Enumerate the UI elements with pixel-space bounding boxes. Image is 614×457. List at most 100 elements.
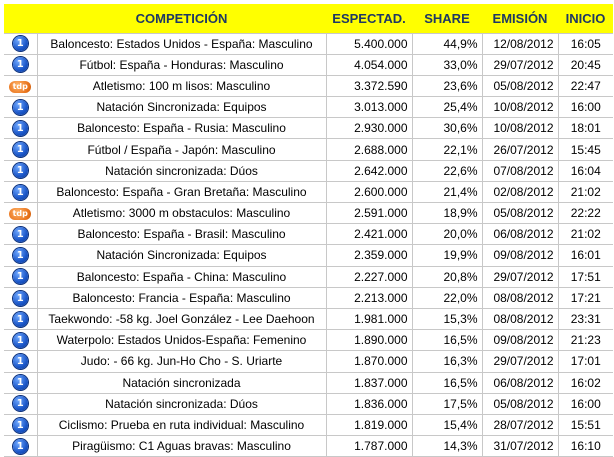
- competicion-cell: Fútbol / España - Japón: Masculino: [36, 138, 327, 161]
- table-row: 1 Waterpolo: Estados Unidos-España: Femen…: [4, 329, 613, 352]
- inicio-cell: 17:51: [557, 265, 613, 288]
- table-row: 1 Piragüismo: C1 Aguas bravas: Masculino 1…: [4, 435, 613, 457]
- inicio-cell: 16:00: [557, 96, 613, 119]
- espectadores-cell: 1.981.000: [325, 307, 413, 331]
- header-espectadores: ESPECTAD.: [326, 4, 412, 34]
- la1-channel-logo-icon: 1: [12, 290, 28, 306]
- share-cell: 22,0%: [411, 286, 483, 309]
- inicio-cell: 20:45: [557, 53, 613, 76]
- channel-cell: 1: [4, 159, 38, 182]
- la1-channel-logo-icon: 1: [12, 438, 28, 454]
- espectadores-cell: 2.642.000: [325, 159, 413, 182]
- inicio-cell: 17:01: [557, 350, 613, 373]
- la1-channel-logo-icon: 1: [12, 142, 28, 158]
- inicio-cell: 22:22: [557, 201, 613, 225]
- competicion-cell: Natación Sincronizada: Equipos: [36, 96, 327, 119]
- header-channel: [4, 4, 37, 34]
- emision-cell: 05/08/2012: [481, 74, 559, 98]
- competicion-cell: Atletismo: 100 m lisos: Masculino: [36, 74, 327, 98]
- competicion-cell: Piragüismo: C1 Aguas bravas: Masculino: [36, 435, 327, 457]
- channel-cell: 1: [4, 244, 38, 267]
- inicio-cell: 16:00: [557, 392, 613, 415]
- table-row: 1 Baloncesto: Francia - España: Masculino…: [4, 286, 613, 309]
- inicio-cell: 21:02: [557, 223, 613, 246]
- la1-channel-logo-icon: 1: [12, 226, 28, 242]
- share-cell: 15,4%: [411, 413, 483, 437]
- espectadores-cell: 1.870.000: [325, 350, 413, 373]
- share-cell: 20,0%: [411, 223, 483, 246]
- competicion-cell: Baloncesto: España - China: Masculino: [36, 265, 327, 288]
- header-inicio: INICIO: [558, 4, 613, 34]
- channel-cell: tdp: [4, 74, 38, 98]
- channel-cell: tdp: [4, 201, 38, 225]
- share-cell: 23,6%: [411, 74, 483, 98]
- competicion-cell: Natación sincronizada: Dúos: [36, 159, 327, 182]
- channel-cell: 1: [4, 138, 38, 161]
- espectadores-cell: 5.400.000: [325, 32, 413, 55]
- channel-cell: 1: [4, 435, 38, 457]
- channel-cell: 1: [4, 350, 38, 373]
- channel-cell: 1: [4, 392, 38, 415]
- table-row: 1 Taekwondo: -58 kg. Joel González - Lee …: [4, 307, 613, 331]
- share-cell: 22,1%: [411, 138, 483, 161]
- table-row: 1 Baloncesto: España - Rusia: Masculino 2.…: [4, 117, 613, 140]
- emision-cell: 06/08/2012: [481, 371, 559, 394]
- share-cell: 15,3%: [411, 307, 483, 331]
- share-cell: 25,4%: [411, 96, 483, 119]
- emision-cell: 07/08/2012: [481, 159, 559, 182]
- channel-cell: 1: [4, 96, 38, 119]
- header-row: COMPETICIÓN ESPECTAD. SHARE EMISIÓN INIC…: [4, 4, 613, 34]
- emision-cell: 10/08/2012: [481, 96, 559, 119]
- emision-cell: 12/08/2012: [481, 32, 559, 55]
- inicio-cell: 16:10: [557, 435, 613, 457]
- share-cell: 19,9%: [411, 244, 483, 267]
- inicio-cell: 21:02: [557, 180, 613, 204]
- channel-cell: 1: [4, 223, 38, 246]
- espectadores-cell: 2.227.000: [325, 265, 413, 288]
- channel-cell: 1: [4, 53, 38, 76]
- audience-table: COMPETICIÓN ESPECTAD. SHARE EMISIÓN INIC…: [4, 4, 613, 457]
- espectadores-cell: 2.359.000: [325, 244, 413, 267]
- header-emision: EMISIÓN: [482, 4, 558, 34]
- emision-cell: 31/07/2012: [481, 435, 559, 457]
- table-body: 1 Baloncesto: Estados Unidos - España: Ma…: [4, 32, 613, 457]
- espectadores-cell: 2.591.000: [325, 201, 413, 225]
- inicio-cell: 21:23: [557, 329, 613, 352]
- competicion-cell: Baloncesto: Francia - España: Masculino: [36, 286, 327, 309]
- la1-channel-logo-icon: 1: [12, 248, 28, 264]
- emision-cell: 08/08/2012: [481, 307, 559, 331]
- la1-channel-logo-icon: 1: [12, 36, 28, 52]
- la1-channel-logo-icon: 1: [12, 184, 28, 200]
- competicion-cell: Baloncesto: España - Rusia: Masculino: [36, 117, 327, 140]
- la1-channel-logo-icon: 1: [12, 354, 28, 370]
- emision-cell: 10/08/2012: [481, 117, 559, 140]
- share-cell: 16,3%: [411, 350, 483, 373]
- header-competicion: COMPETICIÓN: [37, 4, 326, 34]
- tdp-channel-logo-icon: tdp: [9, 80, 32, 93]
- emision-cell: 29/07/2012: [481, 265, 559, 288]
- emision-cell: 02/08/2012: [481, 180, 559, 204]
- competicion-cell: Waterpolo: Estados Unidos-España: Femeni…: [36, 329, 327, 352]
- la1-channel-logo-icon: 1: [12, 99, 28, 115]
- share-cell: 16,5%: [411, 329, 483, 352]
- competicion-cell: Natación sincronizada: Dúos: [36, 392, 327, 415]
- la1-channel-logo-icon: 1: [12, 57, 28, 73]
- table-row: 1 Natación Sincronizada: Equipos 2.359.000…: [4, 244, 613, 267]
- channel-cell: 1: [4, 265, 38, 288]
- share-cell: 14,3%: [411, 435, 483, 457]
- inicio-cell: 16:05: [557, 32, 613, 55]
- emision-cell: 06/08/2012: [481, 223, 559, 246]
- competicion-cell: Fútbol: España - Honduras: Masculino: [36, 53, 327, 76]
- table-row: 1 Baloncesto: España - China: Masculino 2.…: [4, 265, 613, 288]
- channel-cell: 1: [4, 307, 38, 331]
- table-row: 1 Fútbol: España - Honduras: Masculino 4.0…: [4, 53, 613, 76]
- table-row: 1 Natación sincronizada 1.837.000 16,5% 06/0…: [4, 371, 613, 394]
- table-row: 1 Natación sincronizada: Dúos 1.836.000 17,…: [4, 392, 613, 415]
- competicion-cell: Baloncesto: España - Gran Bretaña: Mascu…: [36, 180, 327, 204]
- espectadores-cell: 1.890.000: [325, 329, 413, 352]
- table-row: 1 Baloncesto: Estados Unidos - España: Ma…: [4, 32, 613, 55]
- competicion-cell: Taekwondo: -58 kg. Joel González - Lee D…: [36, 307, 327, 331]
- competicion-cell: Baloncesto: Estados Unidos - España: Mas…: [36, 32, 327, 55]
- espectadores-cell: 1.836.000: [325, 392, 413, 415]
- inicio-cell: 22:47: [557, 74, 613, 98]
